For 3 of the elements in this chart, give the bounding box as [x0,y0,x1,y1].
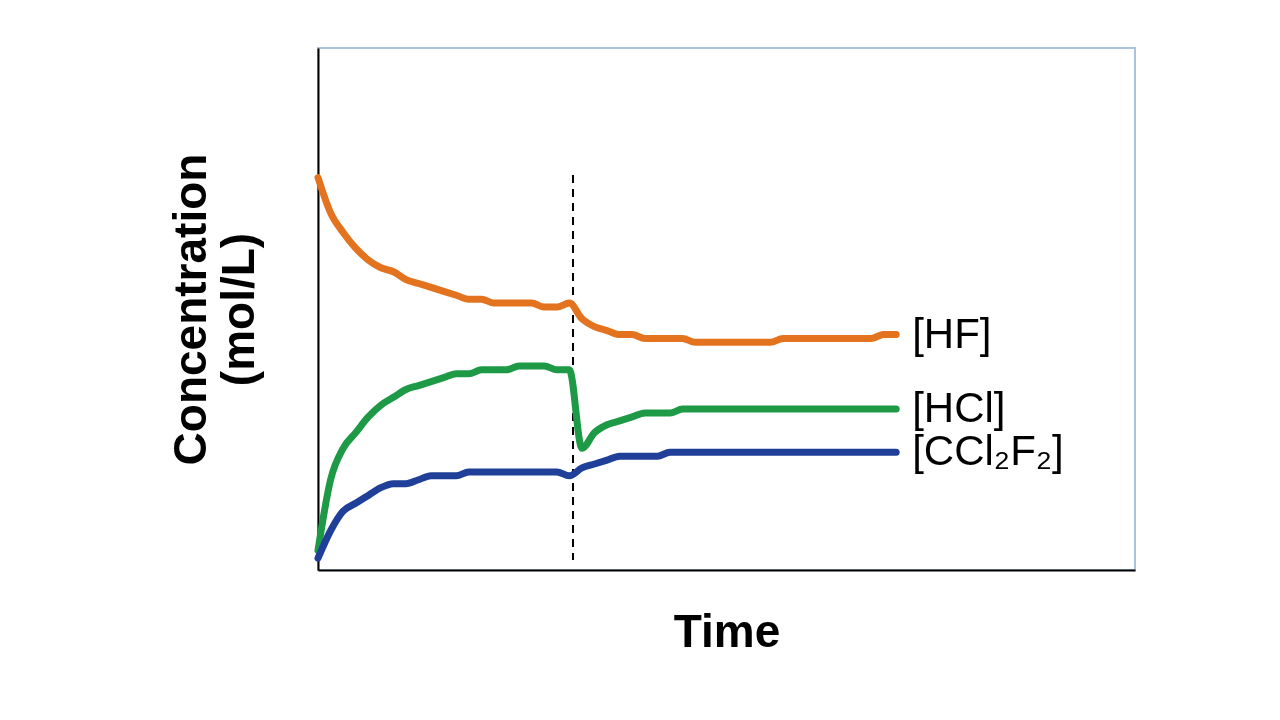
y-axis-title: Concentration (mol/L) [163,153,264,466]
x-axis-title: Time [673,604,781,657]
series-label: [HF] [912,309,992,357]
